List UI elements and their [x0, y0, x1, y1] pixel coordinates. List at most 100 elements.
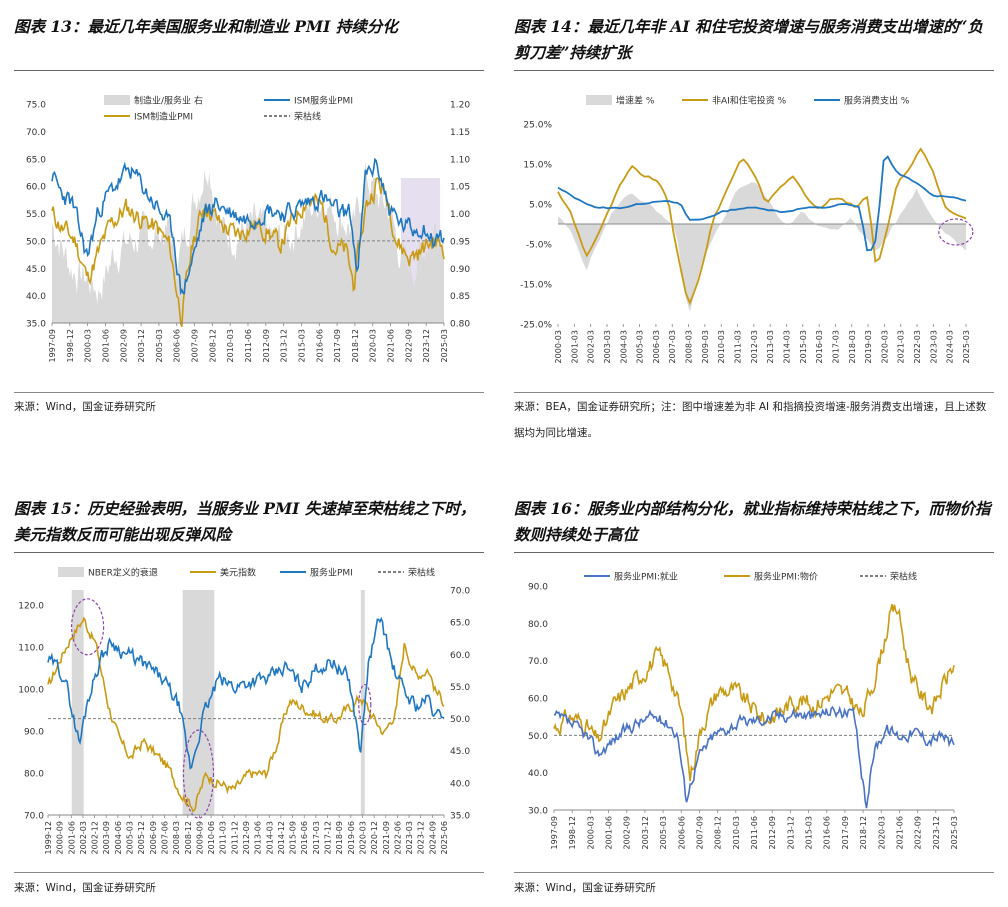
chart-13-x-tick-label: 2021-06	[387, 329, 396, 362]
panel-chart-14: 图表 14：最近几年非 AI 和住宅投资增速与服务消费支出增速的“负剪刀差”持续…	[514, 0, 994, 460]
chart-16-legend-prices-label: 服务业PMI:物价	[754, 571, 818, 583]
chart-16-x-tick-label: 2001-06	[605, 816, 614, 849]
chart-14-x-tick-label: 2019-03	[864, 330, 873, 363]
chart-14-x-tick-label: 2010-03	[717, 330, 726, 363]
chart-15-legend-threshold-label: 荣枯线	[408, 567, 435, 579]
chart-13-x-tick-label: 2000-03	[84, 329, 93, 362]
chart-16-employment-line	[554, 705, 955, 809]
chart-14-legend-gap-swatch	[586, 95, 612, 105]
chart-14-left-tick-label: -5.0%	[526, 241, 553, 251]
chart-14-left-tick-label: -15.0%	[520, 281, 552, 291]
chart-15-right-tick-label: 55.0	[450, 683, 470, 693]
chart-13-x-tick-label: 2005-03	[155, 329, 164, 362]
chart-13-left-tick-label: 65.0	[26, 155, 46, 165]
chart-14-x-tick-label: 2020-03	[880, 330, 889, 363]
chart-13-x-tick-label: 2013-12	[280, 329, 289, 362]
chart-16-x-tick-label: 2020-03	[877, 816, 886, 849]
chart-16-left-tick-label: 50.0	[528, 732, 548, 742]
chart-13-x-tick-label: 2011-06	[244, 329, 253, 362]
chart-14-service-line	[557, 155, 967, 252]
chart-13-left-tick-label: 70.0	[26, 128, 46, 138]
chart-15-right-tick-label: 45.0	[450, 747, 470, 757]
source-rule	[514, 872, 994, 873]
chart-14-legend-gap-label: 增速差 %	[616, 95, 655, 107]
title-rule	[14, 70, 484, 71]
chart-15-x-tick-label: 2002-12	[91, 821, 100, 854]
chart-16-x-tick-label: 2006-06	[677, 816, 686, 849]
chart-13-x-tick-label: 2017-09	[333, 329, 342, 362]
chart-15-x-tick-label: 2025-06	[440, 821, 449, 854]
chart-13-title: 图表 13：最近几年美国服务业和制造业 PMI 持续分化	[14, 17, 398, 36]
chart-14-left-tick-label: 5.0%	[529, 201, 552, 211]
chart-14-x-tick-label: 2001-03	[570, 330, 579, 363]
chart-14-x-tick-label: 2007-03	[668, 330, 677, 363]
chart-14-legend-service-label: 服务消费支出 %	[844, 95, 910, 107]
chart-16-left-tick-label: 30.0	[528, 807, 548, 817]
chart-13-x-tick-label: 2016-06	[315, 329, 324, 362]
chart-14-x-tick-label: 2003-03	[603, 330, 612, 363]
chart-13-x-tick-label: 2003-12	[137, 329, 146, 362]
chart-13-source: 来源：Wind，国金证券研究所	[14, 401, 156, 413]
panel-chart-15: 图表 15：历史经验表明，当服务业 PMI 失速掉至荣枯线之下时，美元指数反而可…	[14, 494, 484, 907]
chart-16-x-tick-label: 2013-12	[786, 816, 795, 849]
chart-13-x-tick-label: 2018-12	[351, 329, 360, 362]
chart-14-highlight-circle	[938, 218, 974, 246]
chart-14-x-tick-label: 2018-03	[848, 330, 857, 363]
chart-15-legend-dollar-label: 美元指数	[220, 567, 256, 579]
chart-14-x-tick-label: 2025-03	[962, 330, 971, 363]
chart-13-x-tick-label: 2022-09	[404, 329, 413, 362]
chart-15-x-tick-label: 1999-12	[44, 821, 53, 854]
source-rule	[14, 392, 484, 393]
source-rule	[14, 872, 484, 873]
chart-16-x-tick-label: 2018-12	[859, 816, 868, 849]
chart-13-manufacturing-line	[51, 177, 445, 327]
chart-15-left-tick-label: 100.0	[18, 686, 44, 696]
chart-16-left-tick-label: 90.0	[528, 583, 548, 593]
chart-15-x-tick-label: 2022-06	[393, 821, 402, 854]
chart-14: 25.0% 15.0% 5.0% -5.0% -15.0% -25.0%2000-03 20…	[520, 95, 974, 363]
chart-15-recession-band	[71, 590, 84, 815]
chart-13-x-tick-label: 2023-12	[422, 329, 431, 362]
chart-15-x-tick-label: 2020-03	[358, 821, 367, 854]
chart-15-x-tick-label: 2017-12	[324, 821, 333, 854]
chart-15-x-tick-label: 2015-09	[289, 821, 298, 854]
chart-13-x-tick-label: 2010-03	[226, 329, 235, 362]
chart-15-right-tick-label: 50.0	[450, 715, 470, 725]
chart-16-x-tick-label: 2025-03	[950, 816, 959, 849]
chart-16-x-tick-label: 2017-09	[841, 816, 850, 849]
chart-15-left-tick-label: 110.0	[18, 644, 44, 654]
chart-14-left-tick-label: 25.0%	[523, 121, 552, 131]
chart-15-x-tick-label: 2000-09	[56, 821, 65, 854]
chart-14-x-tick-label: 2004-03	[619, 330, 628, 363]
chart-13-right-tick-label: 1.00	[450, 210, 470, 220]
chart-16-x-tick-label: 2016-06	[823, 816, 832, 849]
chart-15-highlight-circle	[358, 683, 372, 726]
chart-16-x-tick-label: 2000-03	[586, 816, 595, 849]
chart-13-left-tick-label: 75.0	[26, 101, 46, 111]
chart-13-x-tick-label: 2001-06	[101, 329, 110, 362]
chart-15-x-tick-label: 2012-09	[242, 821, 251, 854]
chart-13-right-tick-label: 1.20	[450, 101, 470, 111]
chart-13-left-tick-label: 45.0	[26, 265, 46, 275]
chart-13-right-tick-label: 1.15	[450, 128, 470, 138]
chart-16-x-tick-label: 2003-12	[641, 816, 650, 849]
chart-15-title: 图表 15：历史经验表明，当服务业 PMI 失速掉至荣枯线之下时，美元指数反而可…	[14, 499, 476, 544]
chart-16-x-tick-label: 2022-09	[914, 816, 923, 849]
chart-15-x-tick-label: 2011-03	[219, 821, 228, 854]
chart-13-left-tick-label: 55.0	[26, 210, 46, 220]
chart-13-x-tick-label: 2006-06	[173, 329, 182, 362]
chart-14-invest-line	[557, 147, 967, 306]
chart-13-x-tick-label: 1998-12	[66, 329, 75, 362]
chart-15-highlight-circle	[70, 598, 105, 656]
chart-15-legend-pmi-label: 服务业PMI	[310, 567, 353, 579]
chart-13-x-tick-label: 2015-03	[297, 329, 306, 362]
chart-14-x-tick-label: 2014-03	[782, 330, 791, 363]
chart-15-x-tick-label: 2014-03	[265, 821, 274, 854]
chart-15-source: 来源：Wind，国金证券研究所	[14, 882, 156, 894]
chart-15-left-tick-label: 90.0	[24, 728, 44, 738]
chart-16-x-tick-label: 2011-06	[750, 816, 759, 849]
chart-15-x-tick-label: 2023-12	[417, 821, 426, 854]
chart-15-right-tick-label: 65.0	[450, 619, 470, 629]
chart-16-title: 图表 16：服务业内部结构分化，就业指标维持荣枯线之下，而物价指数则持续处于高位	[514, 499, 991, 544]
chart-16-legend-employment-label: 服务业PMI:就业	[614, 571, 678, 583]
